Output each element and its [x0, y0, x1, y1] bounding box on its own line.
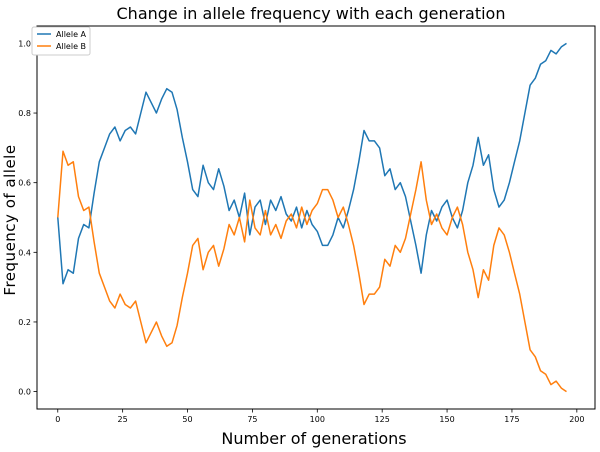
- chart-title: Change in allele frequency with each gen…: [117, 4, 506, 23]
- y-axis-ticks: 0.0 0.2 0.4 0.6 0.8 1.0: [18, 39, 37, 397]
- x-axis-label: Number of generations: [221, 429, 406, 448]
- x-tick-label: 125: [375, 415, 390, 424]
- y-tick-label: 0.0: [18, 388, 31, 397]
- y-axis-label: Frequency of allele: [1, 144, 19, 295]
- x-tick-label: 100: [310, 415, 325, 424]
- legend-label-allele-a: Allele A: [56, 30, 87, 39]
- x-axis-ticks: 0 25 50 75 100 125 150 175 200: [55, 409, 584, 424]
- x-tick-label: 150: [439, 415, 454, 424]
- legend: Allele A Allele B: [31, 26, 91, 56]
- plot-frame: [36, 25, 596, 410]
- y-tick-label: 0.4: [18, 248, 31, 257]
- legend-label-allele-b: Allele B: [56, 42, 86, 51]
- series-layer: [57, 42, 567, 393]
- series-line-allele-b: [57, 150, 567, 393]
- x-tick-label: 75: [247, 415, 257, 424]
- y-tick-label: 0.8: [18, 109, 31, 118]
- y-tick-label: 0.2: [18, 318, 31, 327]
- x-tick-label: 175: [504, 415, 519, 424]
- x-tick-label: 50: [182, 415, 192, 424]
- series-line-allele-a: [57, 42, 567, 285]
- x-tick-label: 200: [569, 415, 584, 424]
- y-tick-label: 1.0: [18, 39, 31, 48]
- x-tick-label: 25: [118, 415, 128, 424]
- y-tick-label: 0.6: [18, 179, 31, 188]
- x-tick-label: 0: [55, 415, 60, 424]
